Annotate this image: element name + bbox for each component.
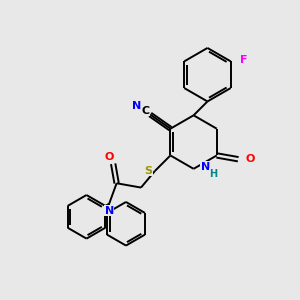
Text: F: F [239,55,247,65]
Text: O: O [104,152,114,162]
Text: O: O [245,154,254,164]
Text: H: H [209,169,217,179]
Text: C: C [141,106,149,116]
Text: S: S [144,166,152,176]
Text: N: N [132,100,141,111]
Text: N: N [104,206,114,216]
Text: N: N [200,162,210,172]
